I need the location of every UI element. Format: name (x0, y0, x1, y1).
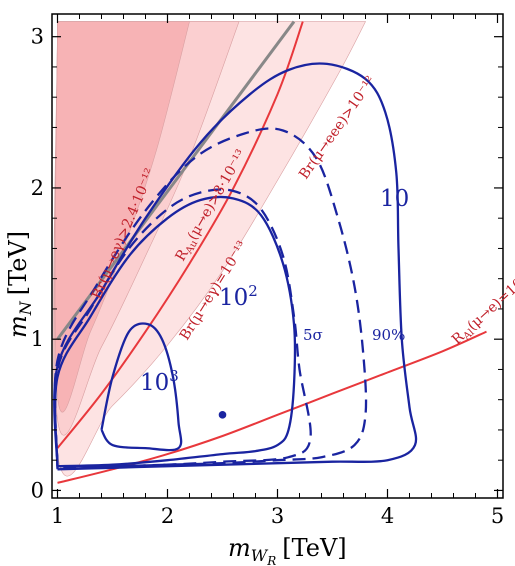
contour-3 (100, 322, 183, 452)
contour-label-100: 102 (219, 282, 258, 311)
x-tick-label: 3 (271, 504, 284, 528)
contour-label-10: 10 (380, 186, 409, 212)
significance-contours (53, 62, 418, 471)
plot-area (53, 20, 487, 484)
y-axis-label: mN[TeV] (4, 231, 35, 338)
x-tick-label: 5 (491, 504, 504, 528)
y-tick-label: 3 (31, 25, 44, 49)
y-tick-label: 2 (31, 176, 44, 200)
y-tick-label: 0 (31, 478, 44, 502)
excluded-region-1 (54, 21, 190, 413)
x-tick-label: 2 (161, 504, 174, 528)
contour-label-1000: 103 (140, 367, 179, 396)
excluded-bands (53, 21, 366, 477)
x-axis-label: mWR [TeV] (228, 534, 347, 566)
benchmark-point (218, 411, 227, 419)
x-tick-label: 4 (381, 504, 394, 528)
contour-label-90: 90% (372, 326, 405, 344)
red-line-1 (56, 21, 304, 449)
label-ral-line: RAl(μ→e)=10⁻¹⁶ (449, 263, 515, 350)
contour-label-5sigma: 5σ (303, 326, 323, 344)
contour-2 (53, 195, 297, 468)
axis-ticks (52, 14, 503, 498)
x-tick-label: 1 (51, 504, 64, 528)
contour-1 (53, 62, 418, 471)
y-tick-label: 1 (31, 327, 44, 351)
contour-5 (53, 127, 368, 468)
contour-4 (53, 188, 312, 469)
